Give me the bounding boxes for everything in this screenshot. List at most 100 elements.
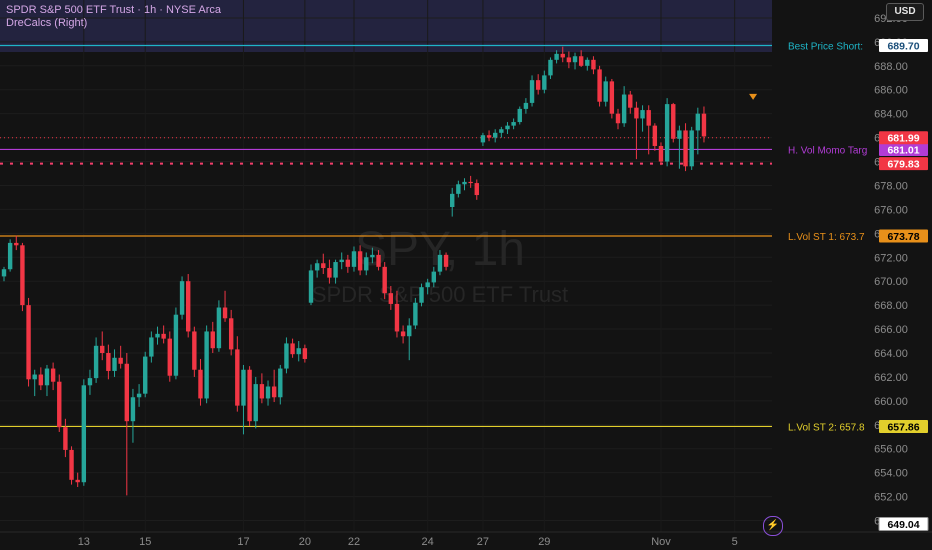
- candle-body: [50, 368, 56, 382]
- y-tick-label: 652.00: [874, 492, 908, 504]
- candle-body: [370, 254, 375, 258]
- y-tick-label: 656.00: [874, 444, 908, 456]
- y-tick-label: 660.00: [874, 396, 908, 408]
- candle-body: [407, 325, 412, 337]
- x-tick-label: 17: [237, 536, 249, 548]
- y-tick-label: 686.00: [874, 85, 908, 97]
- price-tag-label: 673.78: [887, 231, 919, 243]
- price-tags: 689.70 681.01 679.83 673.78 657.86 681.99 649.…: [878, 38, 929, 531]
- candle-body: [38, 374, 44, 386]
- candle-body: [419, 287, 424, 303]
- lightning-icon[interactable]: ⚡: [763, 516, 783, 536]
- x-tick-label: 15: [139, 536, 151, 548]
- candle-body: [554, 53, 559, 60]
- candle-body: [290, 343, 295, 355]
- x-axis-labels: 13 15 17 20 22 24 27 29 Nov 5: [78, 536, 738, 548]
- candle-body: [634, 107, 639, 119]
- candle-body: [591, 59, 596, 70]
- x-tick-label: 27: [477, 536, 489, 548]
- price-tag-box: [879, 157, 928, 171]
- candle-body: [578, 56, 584, 66]
- candle-body: [210, 331, 215, 349]
- symbol-title[interactable]: SPDR S&P 500 ETF Trust · 1h · NYSE Arca: [6, 4, 221, 16]
- candle-body: [566, 57, 572, 63]
- currency-button[interactable]: USD: [886, 3, 924, 21]
- candle-body: [75, 479, 80, 483]
- candle-body: [499, 129, 504, 133]
- price-tag-label: 657.86: [887, 421, 919, 433]
- candle-body: [321, 263, 326, 269]
- candle-body: [615, 113, 621, 124]
- indicator-title[interactable]: DreCalcs (Right): [6, 17, 88, 29]
- candle-body: [585, 59, 590, 66]
- candle-body: [112, 357, 117, 371]
- price-tag-box: [879, 142, 928, 156]
- y-tick-label: 670.00: [874, 276, 908, 288]
- level-lines: Best Price Short: H. Vol Momo Targ L.Vol S…: [0, 41, 867, 433]
- candle-body: [542, 75, 547, 90]
- candle-body: [431, 271, 436, 283]
- candle-body: [69, 449, 74, 480]
- candle-body: [364, 257, 369, 271]
- candle-body: [235, 349, 240, 406]
- candle-body: [253, 384, 258, 422]
- candle-body: [621, 94, 627, 124]
- candle-body: [222, 307, 228, 319]
- y-tick-label: 666.00: [874, 324, 908, 336]
- y-tick-label: 668.00: [874, 300, 908, 312]
- y-tick-label: 678.00: [874, 180, 908, 192]
- candle-body: [388, 293, 394, 304]
- candle-body: [486, 135, 492, 138]
- x-tick-label: 5: [732, 536, 738, 548]
- candle-body: [456, 184, 461, 194]
- level-label: H. Vol Momo Targ: [788, 145, 867, 156]
- candle-body: [106, 352, 111, 371]
- candle-body: [425, 282, 430, 288]
- candle-body: [204, 331, 209, 399]
- candle-body: [339, 259, 344, 263]
- candle-body: [130, 397, 136, 422]
- candle-body: [646, 110, 651, 126]
- candle-body: [87, 378, 93, 386]
- candle-body: [474, 183, 479, 196]
- level-label: L.Vol ST 1: 673.7: [788, 232, 865, 243]
- candle-body: [186, 281, 191, 332]
- y-tick-label: 662.00: [874, 372, 908, 384]
- candle-body: [437, 254, 443, 272]
- candle-body: [228, 318, 234, 350]
- x-tick-label: 20: [299, 536, 311, 548]
- price-tag-box: [879, 38, 928, 52]
- candle-body: [597, 69, 602, 102]
- candle-body: [345, 259, 351, 267]
- candle-body: [118, 357, 123, 364]
- y-tick-label: 688.00: [874, 61, 908, 73]
- candle-body: [677, 130, 682, 139]
- x-tick-label: 24: [422, 536, 434, 548]
- candle-body: [701, 113, 707, 137]
- x-tick-label: Nov: [651, 536, 671, 548]
- y-tick-label: 684.00: [874, 109, 908, 121]
- candle-body: [296, 348, 301, 355]
- candle-body: [560, 53, 565, 58]
- level-label: Best Price Short:: [788, 41, 863, 52]
- candle-body: [143, 356, 148, 394]
- candle-body: [333, 262, 338, 278]
- level-label: L.Vol ST 2: 657.8: [788, 422, 865, 433]
- y-tick-label: 654.00: [874, 468, 908, 480]
- candle-body: [179, 281, 185, 315]
- candle-body: [529, 80, 535, 103]
- price-tag-label: 681.99: [887, 133, 919, 145]
- candle-body: [640, 110, 645, 119]
- price-tag-box: [879, 419, 928, 433]
- price-tag-label: 649.04: [887, 519, 919, 531]
- candle-body: [192, 331, 197, 370]
- candle-body: [376, 254, 381, 267]
- candle-body: [20, 245, 25, 306]
- candle-body: [284, 343, 289, 369]
- candle-body: [664, 104, 670, 162]
- candle-body: [535, 80, 541, 90]
- candle-body: [161, 333, 166, 339]
- candle-body: [603, 81, 608, 102]
- candle-body: [241, 369, 246, 406]
